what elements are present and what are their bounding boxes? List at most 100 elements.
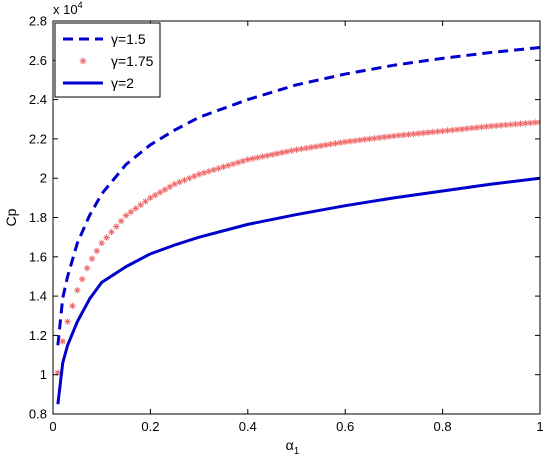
star-stroke xyxy=(405,131,412,138)
series-point xyxy=(142,198,149,205)
star-stroke xyxy=(289,148,295,154)
series-point xyxy=(88,255,96,262)
series-point xyxy=(59,338,66,345)
star-stroke xyxy=(157,189,163,195)
series-point xyxy=(205,168,213,175)
series-point xyxy=(254,154,261,161)
star-stroke xyxy=(425,129,431,136)
star-stroke xyxy=(401,132,407,138)
series-point xyxy=(69,302,76,310)
series-point xyxy=(351,137,359,144)
series-point xyxy=(307,144,315,151)
series-point xyxy=(342,138,349,146)
star-stroke xyxy=(274,151,280,157)
series-point xyxy=(249,155,256,162)
star-stroke xyxy=(113,223,119,230)
series-point xyxy=(113,223,120,230)
series-point xyxy=(268,151,276,158)
star-stroke xyxy=(240,158,246,164)
series-point xyxy=(337,139,344,146)
star-stroke xyxy=(220,164,227,170)
star-stroke xyxy=(381,134,387,140)
series-point xyxy=(234,159,242,166)
series-point xyxy=(127,208,135,216)
y-tick-label: 2.8 xyxy=(29,14,47,29)
star-stroke xyxy=(259,153,266,160)
series-point xyxy=(166,183,174,191)
star-stroke xyxy=(167,184,173,190)
series-point xyxy=(536,118,540,126)
series-point xyxy=(468,124,476,132)
star-stroke xyxy=(284,149,290,155)
series-point xyxy=(361,136,368,143)
star-stroke xyxy=(308,144,314,150)
y-axis-label: Cp xyxy=(3,208,19,226)
series-gamma-1-75-markers xyxy=(54,118,540,376)
star-stroke xyxy=(371,135,378,141)
star-stroke xyxy=(196,171,202,177)
star-stroke xyxy=(60,338,66,344)
series-point xyxy=(156,189,164,196)
series-gamma-2-line xyxy=(56,176,540,405)
star-stroke xyxy=(376,135,382,141)
series-point xyxy=(186,175,193,182)
series-point xyxy=(171,180,178,188)
series-layer xyxy=(54,46,540,405)
series-point xyxy=(108,228,115,236)
star-stroke xyxy=(459,126,465,132)
series-point xyxy=(327,141,334,148)
star-stroke xyxy=(410,131,416,137)
series-point xyxy=(79,276,86,283)
star-stroke xyxy=(74,287,80,293)
star-stroke xyxy=(118,218,124,224)
star-stroke xyxy=(138,202,144,208)
series-point xyxy=(210,166,217,174)
star-stroke xyxy=(298,146,304,152)
x-axis-label: α1 xyxy=(286,437,300,457)
series-point xyxy=(346,138,354,145)
star-stroke xyxy=(537,121,540,125)
legend-box xyxy=(54,22,161,98)
series-point xyxy=(220,163,227,171)
star-stroke xyxy=(488,123,494,129)
y-tick-label: 0.8 xyxy=(29,407,47,422)
series-point xyxy=(371,135,378,142)
series-point xyxy=(303,144,310,152)
legend-label: γ=1.75 xyxy=(111,53,154,69)
series-point xyxy=(215,165,222,172)
series-point xyxy=(98,239,105,247)
series-point xyxy=(64,318,71,325)
y-tick-label: 1.4 xyxy=(29,289,47,304)
x-tick-label: 0.8 xyxy=(434,419,452,434)
y-tick-label: 2.2 xyxy=(29,131,47,146)
legend-label: γ=2 xyxy=(111,75,134,91)
star-stroke xyxy=(513,121,519,127)
series-point xyxy=(312,143,320,150)
series-point xyxy=(264,152,271,159)
star-stroke xyxy=(172,181,178,187)
star-stroke xyxy=(206,168,212,174)
star-stroke xyxy=(444,127,451,134)
series-point xyxy=(463,125,471,132)
star-stroke xyxy=(201,170,207,176)
star-stroke xyxy=(517,121,524,127)
star-stroke xyxy=(303,145,309,151)
series-point xyxy=(492,122,500,129)
star-stroke xyxy=(79,276,85,282)
x-tick-label: 0 xyxy=(49,419,56,434)
series-point xyxy=(152,191,159,199)
series-point xyxy=(122,212,130,219)
star-stroke xyxy=(478,124,485,130)
series-point xyxy=(74,287,81,294)
star-stroke xyxy=(483,124,490,130)
series-point xyxy=(117,217,125,225)
series-gamma-1-5-line xyxy=(56,46,540,346)
y-tick-label: 2.4 xyxy=(29,92,47,107)
star-stroke xyxy=(532,119,538,126)
series-point xyxy=(385,133,393,140)
star-stroke xyxy=(84,265,90,271)
star-stroke xyxy=(177,179,183,185)
y-tick-label: 2 xyxy=(40,171,47,186)
series-point xyxy=(415,130,422,137)
series-point xyxy=(195,171,203,178)
